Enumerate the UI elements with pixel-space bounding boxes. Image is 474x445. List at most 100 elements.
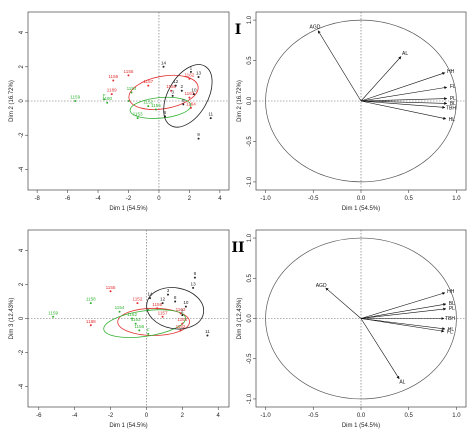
variable-arrow [360, 56, 402, 102]
data-point [136, 302, 139, 305]
x-axis-label: Dim 1 (54.5%) [342, 423, 380, 429]
data-point [156, 307, 159, 310]
variable-label: AL [399, 380, 405, 386]
data-point [162, 65, 165, 68]
data-point [147, 105, 150, 108]
confidence-ellipse-black [163, 64, 213, 128]
data-point [188, 96, 191, 99]
data-point [161, 315, 164, 318]
point-label: 1154 [127, 86, 137, 91]
x-tick-label: -6 [36, 413, 42, 419]
variable-arrow [360, 72, 446, 102]
variable-label: PL [449, 306, 455, 312]
data-point [184, 305, 187, 308]
confidence-ellipse-green [129, 96, 192, 119]
y-tick-label: 0 [19, 316, 25, 320]
point-label: F [147, 327, 150, 332]
point-label: 1160 [102, 96, 112, 101]
variable-label: HL [448, 327, 455, 333]
panel-ind2: -6 -4 -2 0 2 4 -4 -2 0 2 4 Dim 1 (54.5%) Dim 3 (12.4… [9, 229, 230, 429]
y-tick-label: 2 [19, 282, 25, 286]
data-point [188, 77, 191, 80]
variable-arrow [325, 287, 362, 319]
variable-arrow [360, 318, 446, 331]
point-label: 1154 [115, 305, 125, 310]
y-tick-label: 1.0 [247, 233, 253, 242]
variable-label: TBH [446, 105, 456, 111]
confidence-ellipse-red [128, 74, 199, 110]
data-point [74, 100, 77, 102]
variable-label: FL [450, 84, 456, 90]
point-label: 11 [205, 329, 210, 334]
data-point [174, 84, 177, 87]
confidence-ellipse-black [146, 287, 205, 330]
y-tick-label: -2 [19, 132, 25, 138]
y-tick-label: 4 [19, 30, 25, 34]
y-tick-label: 0.5 [247, 273, 253, 282]
data-point [147, 84, 150, 87]
point-label: 14 [161, 60, 167, 65]
point-label: 1159 [48, 310, 58, 315]
data-point [197, 137, 200, 140]
data-point [206, 334, 209, 337]
point-label: 6 [164, 110, 167, 115]
point-label: 1156 [134, 324, 144, 329]
data-point [130, 91, 133, 94]
point-label: 1156 [152, 302, 162, 307]
x-tick-label: 1.0 [452, 413, 461, 419]
point-label: 1155 [124, 69, 134, 74]
y-axis-label: Dim 2 (16.72%) [9, 80, 15, 122]
variable-label: AL [402, 51, 408, 57]
data-point [209, 117, 212, 120]
data-point [136, 117, 139, 120]
data-point [171, 94, 174, 97]
data-point [170, 89, 173, 92]
y-tick-label: 0.0 [247, 314, 253, 323]
y-tick-label: 4 [19, 248, 25, 252]
x-tick-label: -8 [34, 196, 40, 202]
y-tick-label: 0.0 [247, 96, 253, 105]
data-point [127, 74, 130, 77]
data-point [89, 302, 92, 305]
point-label: 1157 [158, 310, 168, 315]
y-tick-label: -4 [19, 166, 25, 172]
x-tick-label: 4 [217, 413, 221, 419]
variable-arrow [360, 318, 400, 380]
data-point [179, 329, 182, 332]
point-label: 1162 [127, 312, 137, 317]
y-tick-label: 1.0 [247, 15, 253, 24]
point-label: 1163 [176, 307, 186, 312]
correlation-circle [265, 237, 457, 400]
data-point [118, 310, 121, 313]
x-tick-label: 2 [181, 413, 185, 419]
panel-var1: -1.0 -0.5 0.0 0.5 1.0 -1.0 -0.5 0.0 0.5 1.0 Dim 1 … [235, 11, 467, 212]
point-label: F [103, 93, 106, 98]
y-axis-label: Dim 2 (16.72%) [237, 80, 243, 122]
point-label: 1164 [177, 317, 187, 322]
variable-arrow [360, 307, 447, 319]
x-tick-label: 0.0 [357, 196, 366, 202]
variable-arrow [360, 100, 446, 109]
data-point [192, 93, 195, 96]
x-tick-label: -4 [72, 413, 78, 419]
variable-label: AGD [309, 25, 320, 31]
data-point [166, 293, 169, 296]
data-point [131, 317, 134, 320]
point-label: 9 [197, 132, 200, 137]
data-point [149, 297, 152, 300]
data-point [179, 312, 182, 315]
point-label: 13 [196, 71, 202, 76]
variable-label: HL [449, 117, 456, 123]
point-label: 8 [174, 295, 177, 300]
data-point [147, 308, 150, 311]
data-point [147, 332, 150, 335]
x-tick-label: -0.5 [308, 413, 319, 419]
x-tick-label: -1.0 [260, 196, 271, 202]
y-tick-label: 2 [19, 64, 25, 68]
point-label: 1156 [151, 103, 161, 108]
x-tick-label: 0.5 [405, 413, 414, 419]
x-tick-label: -0.5 [308, 196, 319, 202]
variable-label: HH [447, 289, 455, 295]
point-label: 1162 [176, 324, 186, 329]
